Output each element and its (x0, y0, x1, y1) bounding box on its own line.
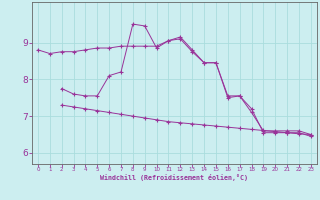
X-axis label: Windchill (Refroidissement éolien,°C): Windchill (Refroidissement éolien,°C) (100, 174, 248, 181)
